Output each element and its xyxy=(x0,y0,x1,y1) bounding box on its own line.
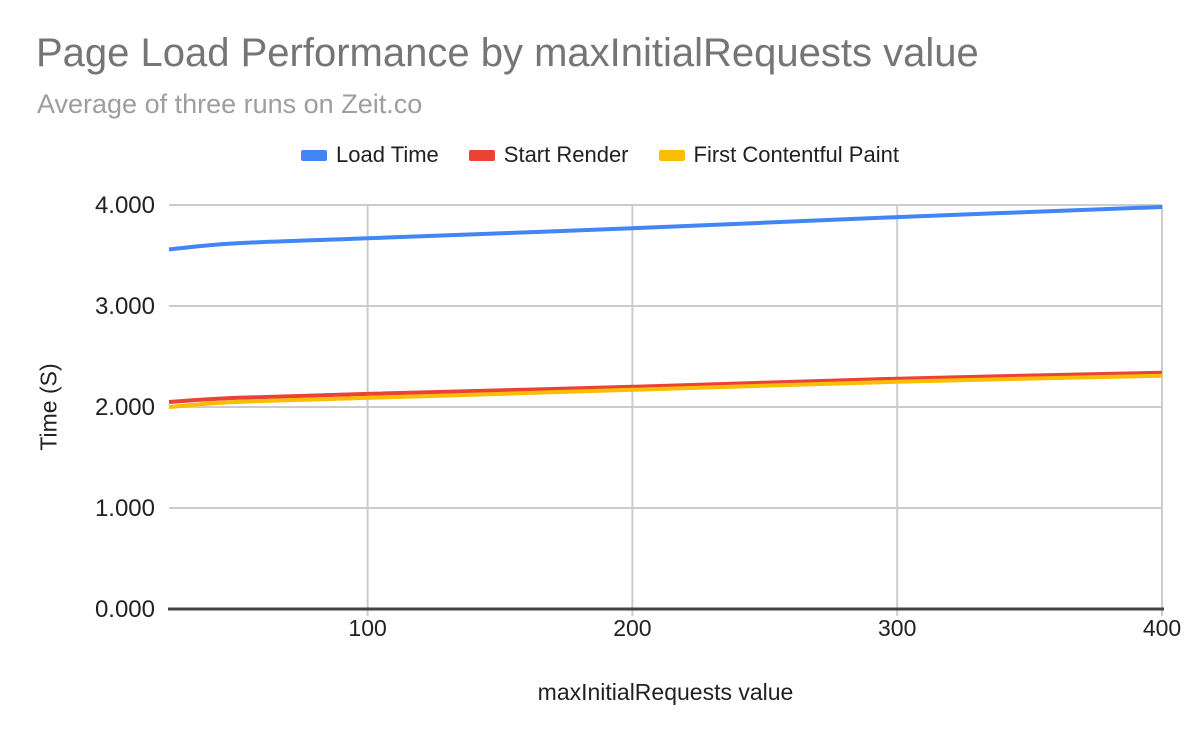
y-tick-label: 1.000 xyxy=(95,495,155,522)
legend-swatch-icon xyxy=(468,149,495,161)
y-tick-label: 0.000 xyxy=(95,596,155,623)
series-line-first-contentful-paint xyxy=(168,373,1163,409)
x-tick-label: 100 xyxy=(348,615,386,641)
y-tick-label: 3.000 xyxy=(95,293,155,320)
series-line-start-render xyxy=(168,370,1163,404)
y-axis-title: Time (S) xyxy=(35,363,62,451)
chart-legend: Load Time Start Render First Contentful Pa… xyxy=(0,142,1200,168)
legend-item-first-contentful-paint: First Contentful Paint xyxy=(658,142,899,168)
y-tick-label: 2.000 xyxy=(95,394,155,421)
chart-subtitle: Average of three runs on Zeit.co xyxy=(37,89,423,119)
x-tick-label: 300 xyxy=(878,615,916,641)
legend-swatch-icon xyxy=(301,149,328,161)
legend-label: Load Time xyxy=(336,142,439,167)
legend-swatch-icon xyxy=(658,149,685,161)
legend-item-load-time: Load Time xyxy=(301,142,439,168)
series-line-load-time xyxy=(168,205,1163,252)
legend-item-start-render: Start Render xyxy=(468,142,629,168)
chart-title: Page Load Performance by maxInitialReque… xyxy=(36,31,979,75)
legend-label: First Contentful Paint xyxy=(693,142,899,167)
x-axis-title: maxInitialRequests value xyxy=(537,679,794,705)
x-tick-label: 400 xyxy=(1143,615,1181,641)
legend-label: Start Render xyxy=(503,142,629,167)
x-tick-label: 200 xyxy=(613,615,651,641)
y-tick-label: 4.000 xyxy=(95,192,155,219)
